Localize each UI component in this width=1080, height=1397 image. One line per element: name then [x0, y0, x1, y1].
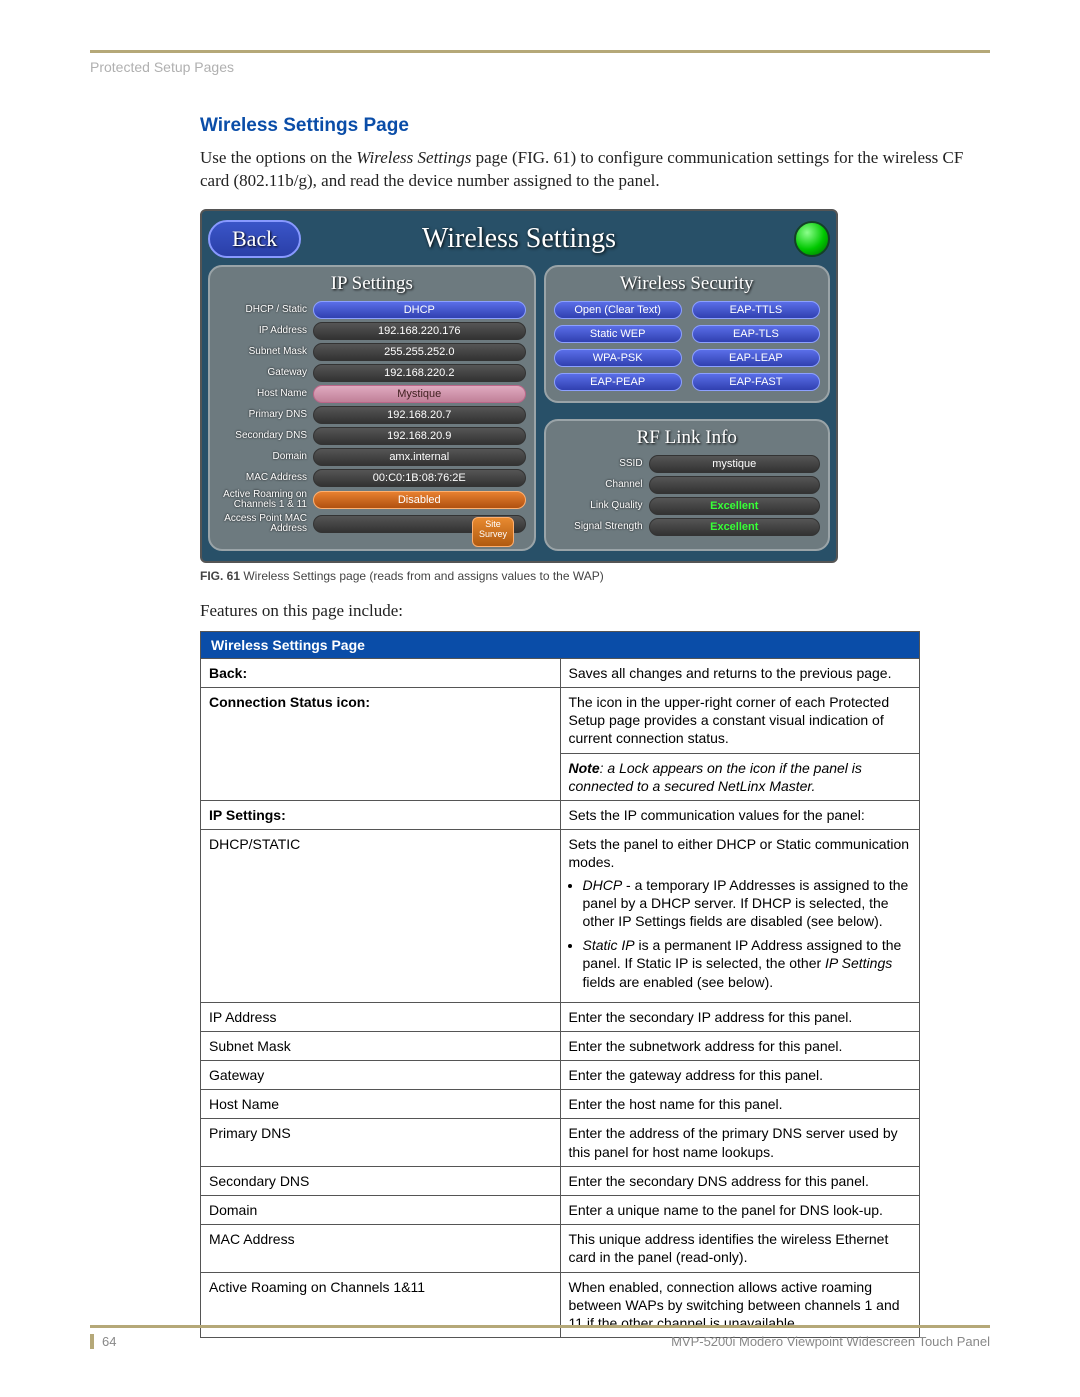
- ip-label: MAC Address: [218, 473, 313, 484]
- rf-value: [649, 476, 820, 494]
- ip-value[interactable]: Disabled: [313, 491, 526, 509]
- breadcrumb: Protected Setup Pages: [90, 59, 990, 75]
- table-left-cell: Connection Status icon:: [201, 688, 561, 801]
- footer-title: MVP-5200i Modero Viewpoint Widescreen To…: [671, 1334, 990, 1349]
- table-right-cell: Enter a unique name to the panel for DNS…: [560, 1196, 920, 1225]
- security-mode-button[interactable]: EAP-TTLS: [692, 301, 820, 319]
- table-left-cell: Back:: [201, 658, 561, 687]
- security-mode-button[interactable]: WPA-PSK: [554, 349, 682, 367]
- ip-label: IP Address: [218, 326, 313, 337]
- table-left-cell: DHCP/STATIC: [201, 830, 561, 1003]
- security-mode-button[interactable]: EAP-LEAP: [692, 349, 820, 367]
- wireless-security-heading: Wireless Security: [554, 273, 820, 295]
- ip-value[interactable]: 192.168.20.9: [313, 427, 526, 445]
- table-left-cell: MAC Address: [201, 1225, 561, 1272]
- panel-title: Wireless Settings: [208, 223, 830, 255]
- intro-paragraph: Use the options on the Wireless Settings…: [200, 147, 990, 193]
- table-left-cell: Host Name: [201, 1090, 561, 1119]
- table-left-cell: Primary DNS: [201, 1119, 561, 1166]
- ip-value[interactable]: 00:C0:1B:08:76:2E: [313, 469, 526, 487]
- ip-label: Subnet Mask: [218, 347, 313, 358]
- ip-value[interactable]: DHCP: [313, 301, 526, 319]
- wireless-settings-screenshot: Back Wireless Settings IP Settings DHCP …: [200, 209, 838, 563]
- page-footer: 64 MVP-5200i Modero Viewpoint Widescreen…: [90, 1325, 990, 1349]
- ip-label: Active Roaming on Channels 1 & 11: [218, 490, 313, 511]
- ip-label: Domain: [218, 452, 313, 463]
- table-right-cell: Enter the host name for this panel.: [560, 1090, 920, 1119]
- site-survey-button[interactable]: SiteSurvey: [472, 517, 514, 547]
- ip-value[interactable]: 192.168.220.176: [313, 322, 526, 340]
- security-mode-button[interactable]: EAP-PEAP: [554, 373, 682, 391]
- figure-caption: FIG. 61 Wireless Settings page (reads fr…: [200, 569, 990, 583]
- security-mode-button[interactable]: EAP-TLS: [692, 325, 820, 343]
- security-mode-button[interactable]: EAP-FAST: [692, 373, 820, 391]
- rf-label: Link Quality: [554, 501, 649, 512]
- connection-status-icon: [794, 221, 830, 257]
- ip-label: Gateway: [218, 368, 313, 379]
- table-right-cell: Sets the panel to either DHCP or Static …: [560, 830, 920, 1003]
- table-left-cell: Gateway: [201, 1061, 561, 1090]
- rf-value: mystique: [649, 455, 820, 473]
- rf-value: Excellent: [649, 497, 820, 515]
- ip-value[interactable]: 255.255.252.0: [313, 343, 526, 361]
- table-right-cell: Enter the gateway address for this panel…: [560, 1061, 920, 1090]
- rf-label: Signal Strength: [554, 522, 649, 533]
- table-right-cell: Enter the secondary IP address for this …: [560, 1002, 920, 1031]
- features-intro: Features on this page include:: [200, 601, 990, 621]
- ip-label: Access Point MAC Address: [218, 514, 313, 535]
- ip-label: Host Name: [218, 389, 313, 400]
- rf-link-info-heading: RF Link Info: [554, 427, 820, 449]
- table-right-cell: Enter the address of the primary DNS ser…: [560, 1119, 920, 1166]
- table-header: Wireless Settings Page: [201, 631, 920, 658]
- ip-value[interactable]: Mystique: [313, 385, 526, 403]
- ip-value[interactable]: 192.168.20.7: [313, 406, 526, 424]
- back-button[interactable]: Back: [208, 220, 301, 258]
- ip-label: DHCP / Static: [218, 305, 313, 316]
- security-mode-button[interactable]: Static WEP: [554, 325, 682, 343]
- table-right-cell: Enter the secondary DNS address for this…: [560, 1166, 920, 1195]
- table-right-cell: The icon in the upper-right corner of ea…: [560, 688, 920, 754]
- rf-label: Channel: [554, 480, 649, 491]
- table-left-cell: IP Address: [201, 1002, 561, 1031]
- table-left-cell: IP Settings:: [201, 801, 561, 830]
- table-left-cell: Subnet Mask: [201, 1031, 561, 1060]
- table-right-cell: Sets the IP communication values for the…: [560, 801, 920, 830]
- ip-value[interactable]: 192.168.220.2: [313, 364, 526, 382]
- rf-label: SSID: [554, 459, 649, 470]
- table-right-cell: This unique address identifies the wirel…: [560, 1225, 920, 1272]
- section-title: Wireless Settings Page: [200, 115, 990, 137]
- ip-label: Secondary DNS: [218, 431, 313, 442]
- ip-label: Primary DNS: [218, 410, 313, 421]
- table-left-cell: Domain: [201, 1196, 561, 1225]
- table-left-cell: Secondary DNS: [201, 1166, 561, 1195]
- features-table: Wireless Settings Page Back:Saves all ch…: [200, 631, 920, 1338]
- security-mode-button[interactable]: Open (Clear Text): [554, 301, 682, 319]
- rf-value: Excellent: [649, 518, 820, 536]
- table-right-cell: Enter the subnetwork address for this pa…: [560, 1031, 920, 1060]
- page-number: 64: [90, 1334, 116, 1349]
- table-right-cell: Note: a Lock appears on the icon if the …: [560, 753, 920, 800]
- ip-settings-heading: IP Settings: [218, 273, 526, 295]
- ip-value[interactable]: amx.internal: [313, 448, 526, 466]
- table-right-cell: Saves all changes and returns to the pre…: [560, 658, 920, 687]
